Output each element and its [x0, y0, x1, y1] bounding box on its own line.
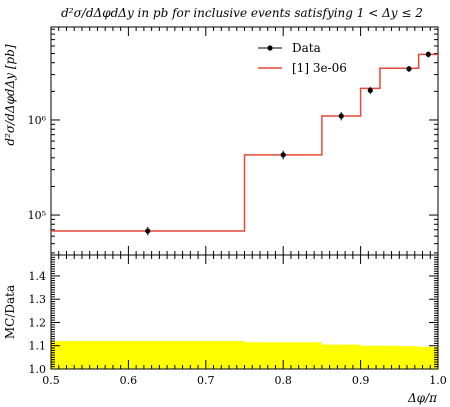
y-tick-label: 10⁵ — [28, 209, 46, 222]
y-tick-label: 10⁶ — [28, 114, 47, 127]
legend: Data [1] 3e-06 — [258, 41, 347, 75]
data-point — [280, 152, 286, 158]
data-point — [406, 66, 412, 72]
ratio-band-segment — [399, 346, 419, 369]
ratio-band — [51, 341, 438, 369]
chart-title: d²σ/dΔφdΔy in pb for inclusive events sa… — [61, 6, 423, 20]
ratio-tick-label: 1.3 — [29, 293, 47, 306]
mc-line — [51, 53, 438, 232]
data-point — [338, 113, 344, 119]
y-tick-labels: 10⁵ 10⁶ — [28, 114, 47, 222]
ratio-tick-label: 1.1 — [29, 340, 47, 353]
main-ticks — [50, 27, 439, 255]
mc-histogram — [51, 53, 438, 232]
data-point — [425, 51, 431, 57]
ratio-band-segment — [379, 345, 400, 369]
ratio-y-label: MC/Data — [3, 285, 17, 339]
data-point — [145, 228, 151, 234]
legend-data-marker — [267, 45, 273, 51]
ratio-band-segment — [51, 341, 245, 369]
legend-mc-label: [1] 3e-06 — [292, 61, 347, 75]
main-plot: d²σ/dΔφdΔy [pb] 10⁵ 10⁶ Data [1] 3e-06 — [3, 26, 439, 256]
x-tick-label: 0.9 — [352, 374, 370, 387]
ratio-tick-label: 1.0 — [29, 363, 47, 376]
x-tick-label: 0.8 — [274, 374, 292, 387]
data-point — [367, 87, 373, 93]
legend-data-label: Data — [292, 41, 321, 55]
x-axis-label: Δφ/π — [407, 391, 438, 405]
y-axis-label: d²σ/dΔφdΔy [pb] — [3, 44, 17, 145]
ratio-band-segment — [321, 344, 361, 369]
ratio-tick-label: 1.2 — [29, 316, 47, 329]
ratio-band-segment — [418, 346, 438, 369]
ratio-ticks — [50, 255, 439, 370]
x-tick-label: 1.0 — [429, 374, 447, 387]
ratio-tick-label: 1.4 — [29, 270, 47, 283]
ratio-plot: 1.0 1.1 1.2 1.3 1.4 MC/Data 0.5 0.6 0.7 0.8 0.9 1… — [3, 254, 447, 405]
x-tick-label: 0.6 — [120, 374, 138, 387]
ratio-tick-labels: 1.0 1.1 1.2 1.3 1.4 — [29, 270, 47, 376]
x-tick-label: 0.5 — [42, 374, 60, 387]
x-tick-labels: 0.5 0.6 0.7 0.8 0.9 1.0 — [42, 374, 447, 387]
x-tick-label: 0.7 — [197, 374, 215, 387]
data-points — [145, 51, 431, 236]
ratio-band-segment — [360, 345, 380, 369]
